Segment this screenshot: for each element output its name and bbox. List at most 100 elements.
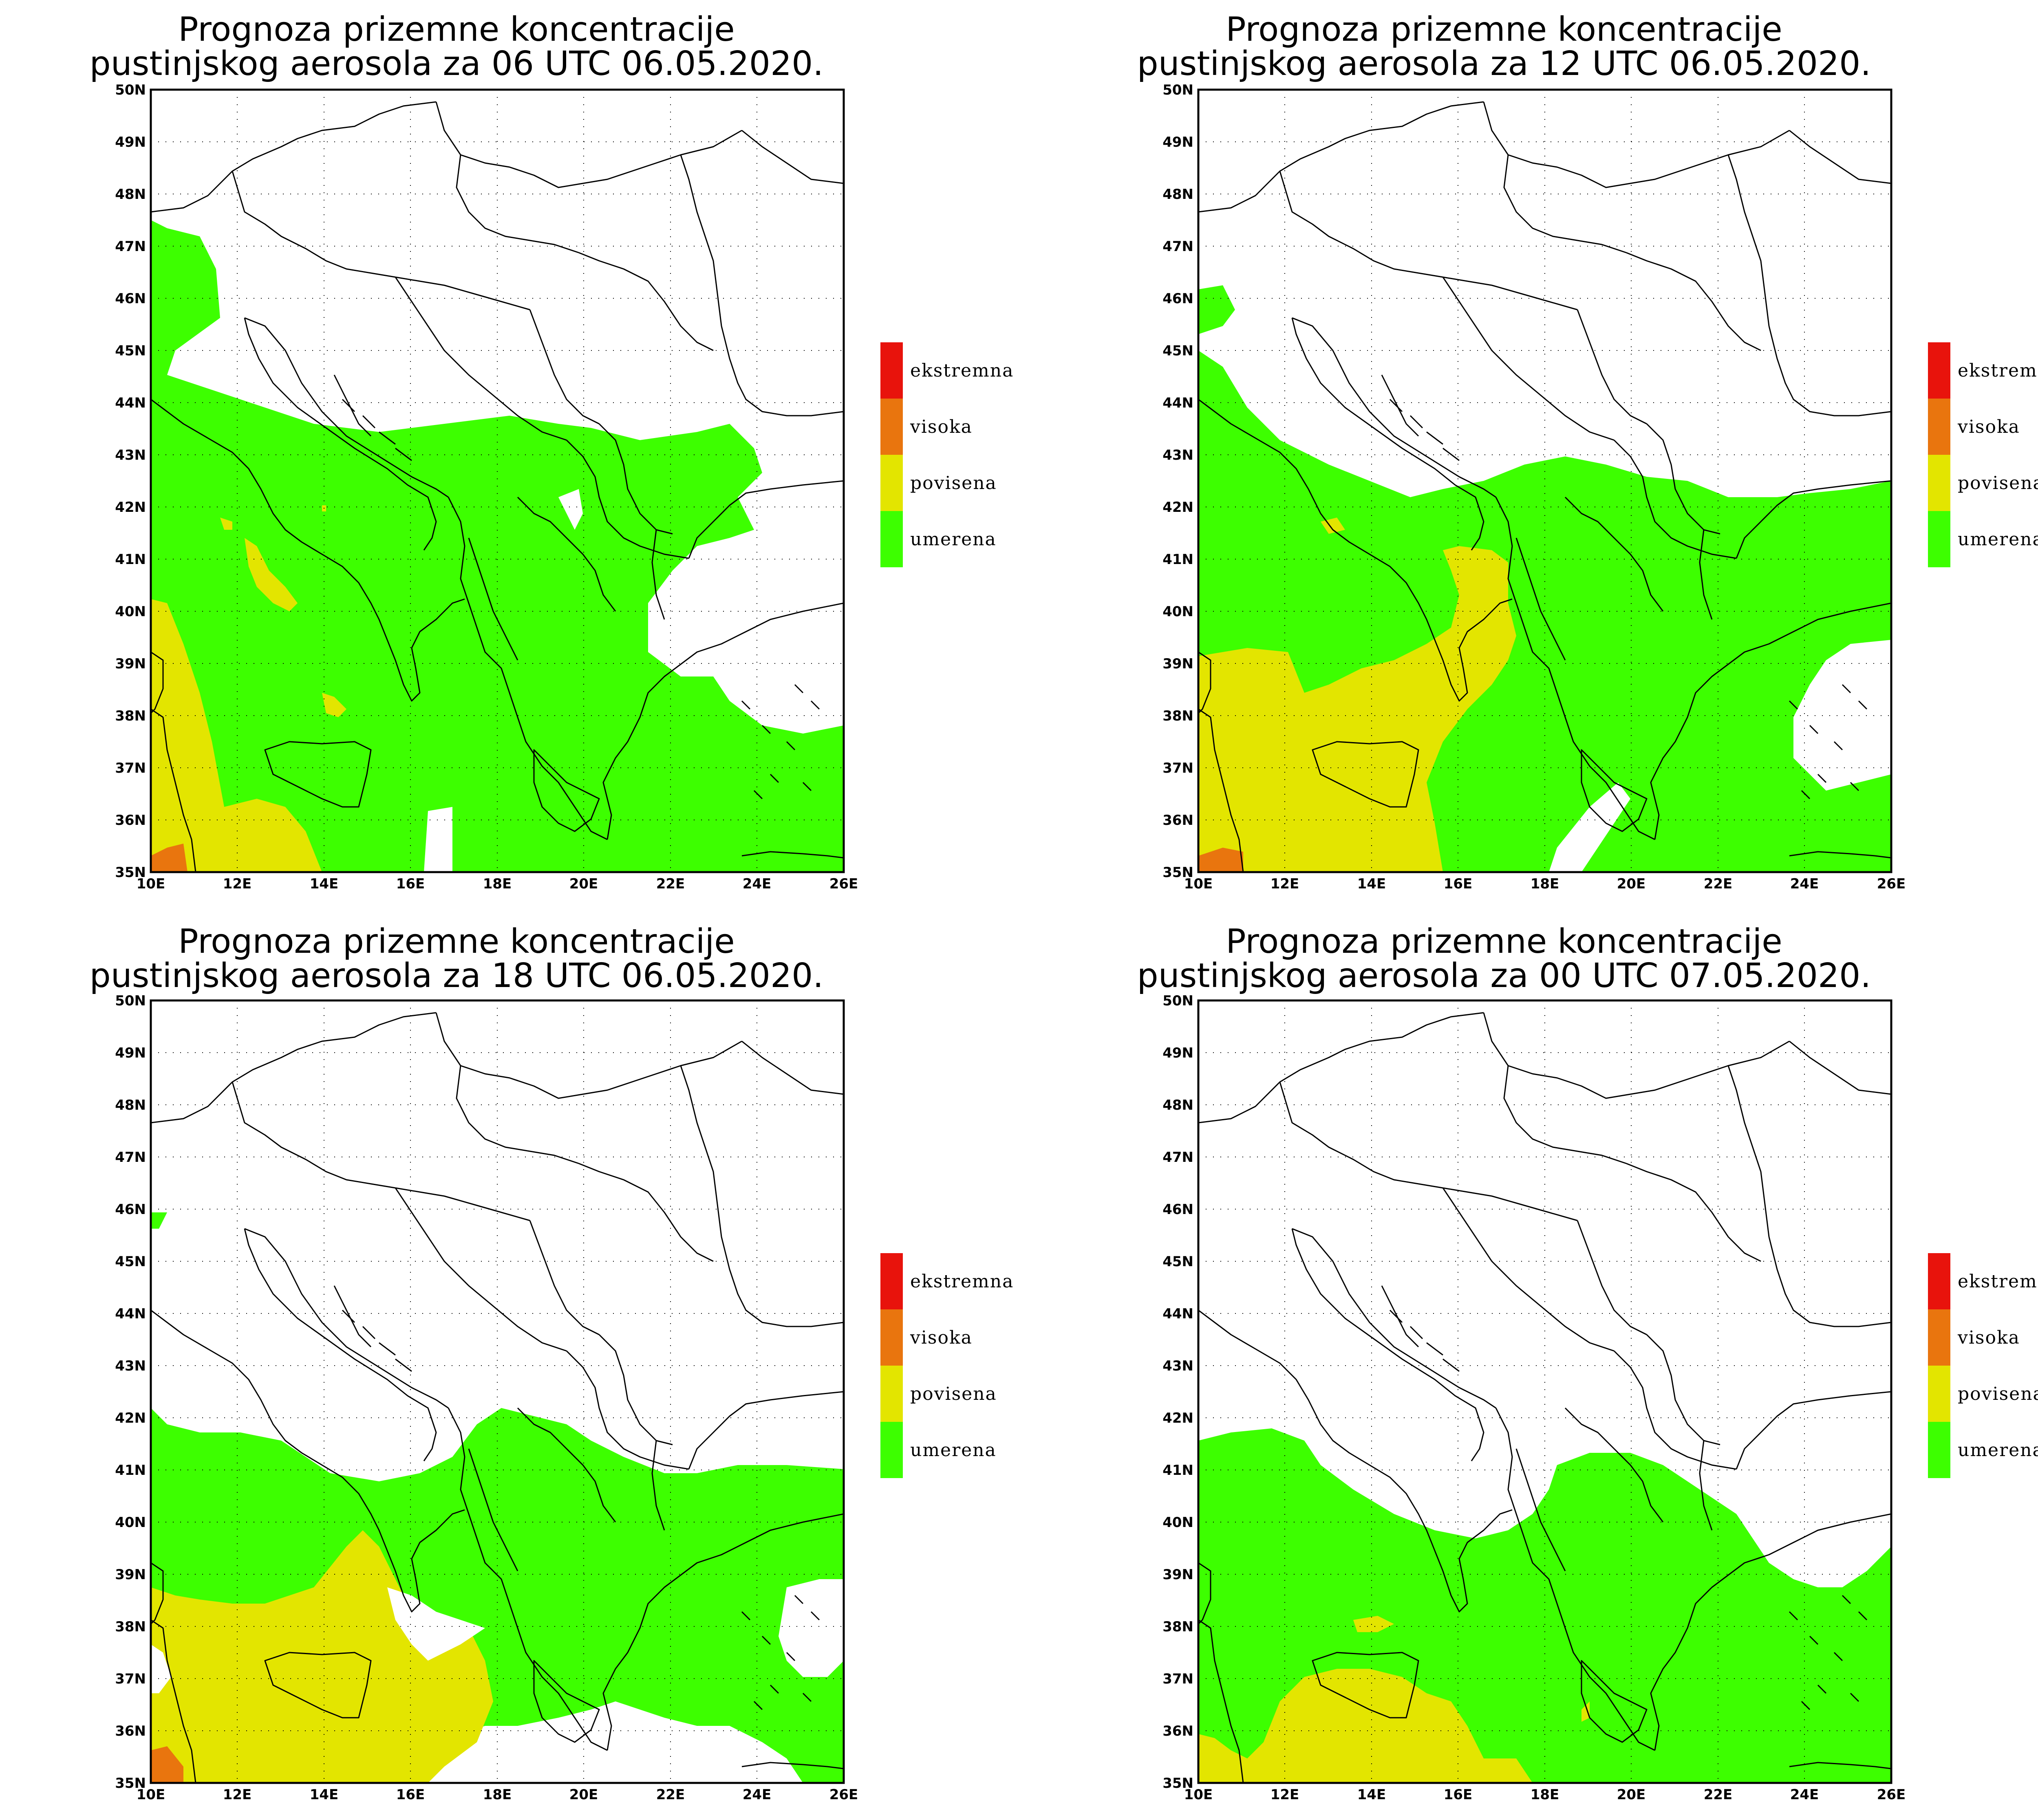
lon-tick: 18E [483,1787,512,1803]
lat-tick: 40N [115,604,146,620]
panel-title-line2: pustinjskog aerosola za 12 UTC 06.05.202… [1137,44,1871,83]
lon-tick: 26E [829,876,858,892]
lon-tick: 24E [1790,876,1819,892]
lon-tick: 16E [396,1787,425,1803]
lat-tick: 37N [1162,1671,1193,1687]
legend-swatch-visoka [880,399,903,455]
lat-tick: 38N [1162,1619,1193,1635]
lon-tick: 20E [569,1787,598,1803]
lat-tick: 36N [1162,1723,1193,1739]
legend-swatch-ekstremna [1928,1253,1950,1309]
lat-tick: 35N [115,864,146,881]
lat-tick: 48N [1162,186,1193,203]
lat-tick: 47N [1162,238,1193,255]
lat-tick: 38N [115,1619,146,1635]
lon-tick: 10E [137,876,165,892]
lat-tick: 35N [115,1775,146,1791]
map-panel-1: Prognoza prizemne koncentracije pustinjs… [90,10,1013,892]
lat-tick: 50N [1162,82,1193,98]
legend-swatch-umerena [880,1422,903,1478]
lon-tick: 14E [1357,1787,1386,1803]
lon-tick: 14E [310,876,339,892]
legend-swatch-umerena [1928,511,1950,567]
legend-swatch-povisena [880,1366,903,1422]
legend-label: ekstremna [1958,360,2038,381]
legend-label: ekstremna [1958,1271,2038,1292]
lat-tick: 41N [115,551,146,568]
lat-tick: 49N [115,134,146,150]
legend-label: umerena [1958,529,2038,550]
map-panel-2: Prognoza prizemne koncentracije pustinjs… [1137,10,2038,892]
lat-tick: 39N [115,656,146,672]
legend-label: ekstremna [910,1271,1014,1292]
lat-tick: 45N [115,1254,146,1270]
map-panel-3: Prognoza prizemne koncentracije pustinjs… [90,922,1014,1803]
map-frame [1197,88,1892,873]
lat-tick: 40N [1162,1514,1193,1531]
lat-tick: 43N [115,447,146,463]
panel-title-line2: pustinjskog aerosola za 18 UTC 06.05.202… [90,956,824,995]
lat-tick: 50N [115,82,146,98]
lat-tick: 36N [115,1723,146,1739]
lon-tick: 22E [656,1787,685,1803]
legend-label: povisena [910,1384,997,1404]
legend-swatch-ekstremna [880,342,903,399]
map-frame [150,88,845,873]
lat-tick: 39N [1162,1567,1193,1583]
lon-tick: 26E [1877,876,1906,892]
lon-tick: 12E [223,1787,252,1803]
lat-tick: 45N [1162,1254,1193,1270]
lat-axis: 50N 49N 48N 47N 46N 45N 44N 43N 42N 41N … [115,993,146,1791]
legend-label: povisena [1958,1384,2038,1404]
lat-tick: 39N [1162,656,1193,672]
legend-swatch-povisena [1928,1366,1950,1422]
legend-label: visoka [910,416,973,437]
lon-tick: 10E [1184,876,1213,892]
lat-tick: 44N [1162,395,1193,411]
lat-tick: 44N [115,395,146,411]
lat-tick: 45N [1162,343,1193,359]
lon-tick: 24E [1790,1787,1819,1803]
lat-tick: 50N [115,993,146,1009]
legend-swatch-visoka [880,1309,903,1366]
lon-axis: 10E 12E 14E 16E 18E 20E 22E 24E 26E [1184,1787,1906,1803]
legend-swatch-umerena [880,511,903,567]
lat-tick: 38N [115,708,146,724]
lon-tick: 18E [483,876,512,892]
panel-title-line1: Prognoza prizemne koncentracije [178,922,734,961]
lat-tick: 38N [1162,708,1193,724]
lat-tick: 40N [1162,604,1193,620]
lon-tick: 24E [743,1787,772,1803]
lon-tick: 18E [1531,1787,1559,1803]
legend-label: povisena [1958,473,2038,494]
lat-tick: 49N [115,1045,146,1061]
lon-tick: 16E [1444,1787,1473,1803]
lat-tick: 43N [1162,1358,1193,1374]
lon-tick: 16E [1444,876,1473,892]
lon-tick: 10E [137,1787,165,1803]
panel-title-line1: Prognoza prizemne koncentracije [1226,10,1782,49]
lon-tick: 18E [1531,876,1559,892]
legend-label: visoka [910,1327,973,1348]
legend-label: visoka [1957,1327,2020,1348]
lat-tick: 35N [1162,1775,1193,1791]
lat-tick: 37N [115,1671,146,1687]
lat-tick: 42N [1162,499,1193,516]
lon-axis: 10E 12E 14E 16E 18E 20E 22E 24E 26E [1184,876,1906,892]
lon-tick: 20E [1617,1787,1646,1803]
lat-tick: 36N [115,812,146,828]
map-frame [1197,999,1892,1784]
legend-swatch-visoka [1928,1309,1950,1366]
lat-tick: 42N [1162,1410,1193,1426]
lon-tick: 26E [1877,1787,1906,1803]
legend: ekstremna visoka povisena umerena [1928,1253,2038,1478]
lat-tick: 48N [115,186,146,203]
legend: ekstremna visoka povisena umerena [880,342,1013,567]
lat-tick: 48N [115,1097,146,1113]
lon-tick: 22E [1704,1787,1733,1803]
lat-tick: 37N [1162,760,1193,776]
lon-tick: 12E [1270,876,1299,892]
lat-axis: 50N 49N 48N 47N 46N 45N 44N 43N 42N 41N … [1162,82,1193,881]
lat-tick: 47N [115,1149,146,1166]
